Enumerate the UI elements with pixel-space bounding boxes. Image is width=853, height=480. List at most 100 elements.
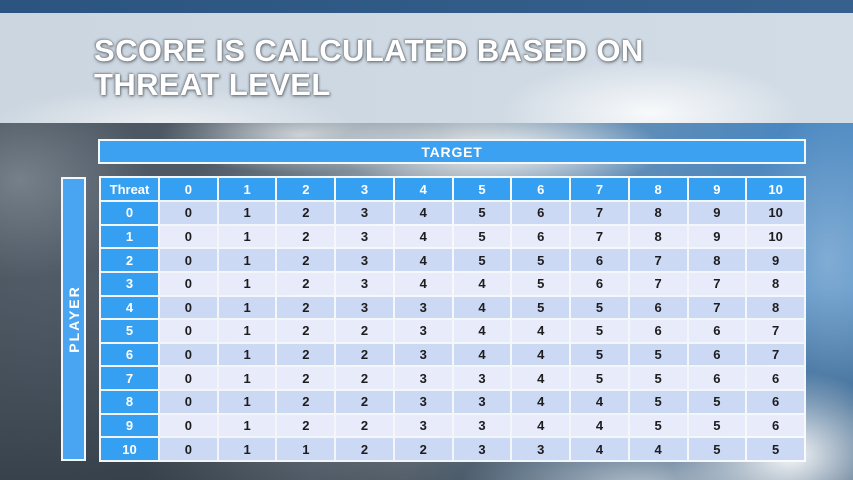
score-cell: 6 — [747, 414, 804, 437]
threat-row-header: 8 — [101, 391, 158, 413]
score-cell: 1 — [218, 320, 276, 342]
score-cell: 2 — [394, 438, 452, 460]
score-cell: 6 — [571, 272, 628, 295]
threat-row-header: 0 — [101, 202, 158, 224]
score-cell: 6 — [512, 202, 570, 224]
score-cell: 3 — [336, 272, 393, 295]
score-cell: 7 — [747, 343, 804, 366]
target-col-header: 6 — [512, 178, 570, 200]
score-cell: 2 — [277, 320, 335, 342]
target-col-header: 10 — [747, 178, 804, 200]
score-cell: 3 — [394, 320, 452, 342]
score-cell: 3 — [394, 367, 452, 390]
score-cell: 0 — [160, 249, 217, 271]
score-cell: 8 — [629, 202, 687, 224]
score-cell: 3 — [453, 414, 511, 437]
threat-row-header: 7 — [101, 367, 158, 390]
target-col-header: 4 — [394, 178, 452, 200]
score-cell: 5 — [629, 343, 687, 366]
score-cell: 5 — [512, 272, 570, 295]
target-col-header: 3 — [336, 178, 393, 200]
score-cell: 6 — [629, 296, 687, 319]
score-cell: 3 — [336, 296, 393, 319]
score-cell: 3 — [453, 391, 511, 413]
score-cell: 0 — [160, 391, 217, 413]
score-cell: 0 — [160, 438, 217, 460]
score-cell: 5 — [688, 414, 746, 437]
score-cell: 5 — [629, 414, 687, 437]
score-cell: 3 — [453, 438, 511, 460]
score-cell: 0 — [160, 414, 217, 437]
score-cell: 1 — [277, 438, 335, 460]
score-cell: 2 — [336, 367, 393, 390]
score-cell: 4 — [512, 391, 570, 413]
score-cell: 6 — [571, 249, 628, 271]
score-cell: 5 — [512, 249, 570, 271]
score-cell: 6 — [747, 367, 804, 390]
score-cell: 7 — [629, 249, 687, 271]
score-cell: 4 — [512, 343, 570, 366]
score-cell: 5 — [453, 225, 511, 248]
score-cell: 4 — [629, 438, 687, 460]
threat-corner-label: Threat — [101, 178, 158, 200]
score-cell: 3 — [336, 225, 393, 248]
score-cell: 7 — [688, 296, 746, 319]
score-cell: 0 — [160, 296, 217, 319]
score-cell: 0 — [160, 202, 217, 224]
score-cell: 3 — [394, 296, 452, 319]
score-cell: 2 — [277, 343, 335, 366]
score-cell: 1 — [218, 343, 276, 366]
score-cell: 8 — [747, 296, 804, 319]
score-cell: 1 — [218, 414, 276, 437]
score-cell: 4 — [453, 272, 511, 295]
score-cell: 10 — [747, 202, 804, 224]
score-cell: 2 — [277, 225, 335, 248]
score-cell: 3 — [512, 438, 570, 460]
score-cell: 8 — [688, 249, 746, 271]
score-cell: 8 — [629, 225, 687, 248]
threat-row-header: 4 — [101, 296, 158, 319]
score-cell: 3 — [336, 249, 393, 271]
threat-row-header: 9 — [101, 414, 158, 437]
score-cell: 2 — [336, 414, 393, 437]
title-banner: SCORE IS CALCULATED BASED ON THREAT LEVE… — [0, 13, 853, 123]
score-cell: 4 — [512, 414, 570, 437]
score-cell: 0 — [160, 225, 217, 248]
score-cell: 5 — [688, 391, 746, 413]
score-cell: 3 — [394, 391, 452, 413]
top-edge-strip — [0, 0, 853, 13]
score-cell: 2 — [277, 296, 335, 319]
score-cell: 4 — [394, 202, 452, 224]
score-cell: 1 — [218, 438, 276, 460]
score-cell: 0 — [160, 272, 217, 295]
threat-row-header: 3 — [101, 272, 158, 295]
target-col-header: 7 — [571, 178, 628, 200]
score-cell: 10 — [747, 225, 804, 248]
score-cell: 7 — [571, 225, 628, 248]
score-cell: 8 — [747, 272, 804, 295]
score-cell: 2 — [277, 367, 335, 390]
score-cell: 3 — [453, 367, 511, 390]
score-cell: 7 — [571, 202, 628, 224]
target-col-header: 8 — [629, 178, 687, 200]
score-cell: 0 — [160, 367, 217, 390]
player-axis-label: PLAYER — [65, 285, 82, 353]
score-cell: 5 — [629, 367, 687, 390]
score-cell: 9 — [688, 225, 746, 248]
score-cell: 5 — [512, 296, 570, 319]
score-cell: 4 — [571, 414, 628, 437]
score-cell: 1 — [218, 296, 276, 319]
score-cell: 9 — [747, 249, 804, 271]
score-cell: 0 — [160, 320, 217, 342]
score-cell: 4 — [394, 225, 452, 248]
score-cell: 6 — [747, 391, 804, 413]
score-cell: 5 — [571, 320, 628, 342]
score-cell: 1 — [218, 249, 276, 271]
score-cell: 6 — [688, 320, 746, 342]
score-cell: 4 — [453, 296, 511, 319]
score-cell: 4 — [394, 249, 452, 271]
title-line-1: SCORE IS CALCULATED BASED ON — [94, 33, 644, 68]
score-cell: 2 — [336, 438, 393, 460]
score-cell: 5 — [629, 391, 687, 413]
threat-row-header: 1 — [101, 225, 158, 248]
